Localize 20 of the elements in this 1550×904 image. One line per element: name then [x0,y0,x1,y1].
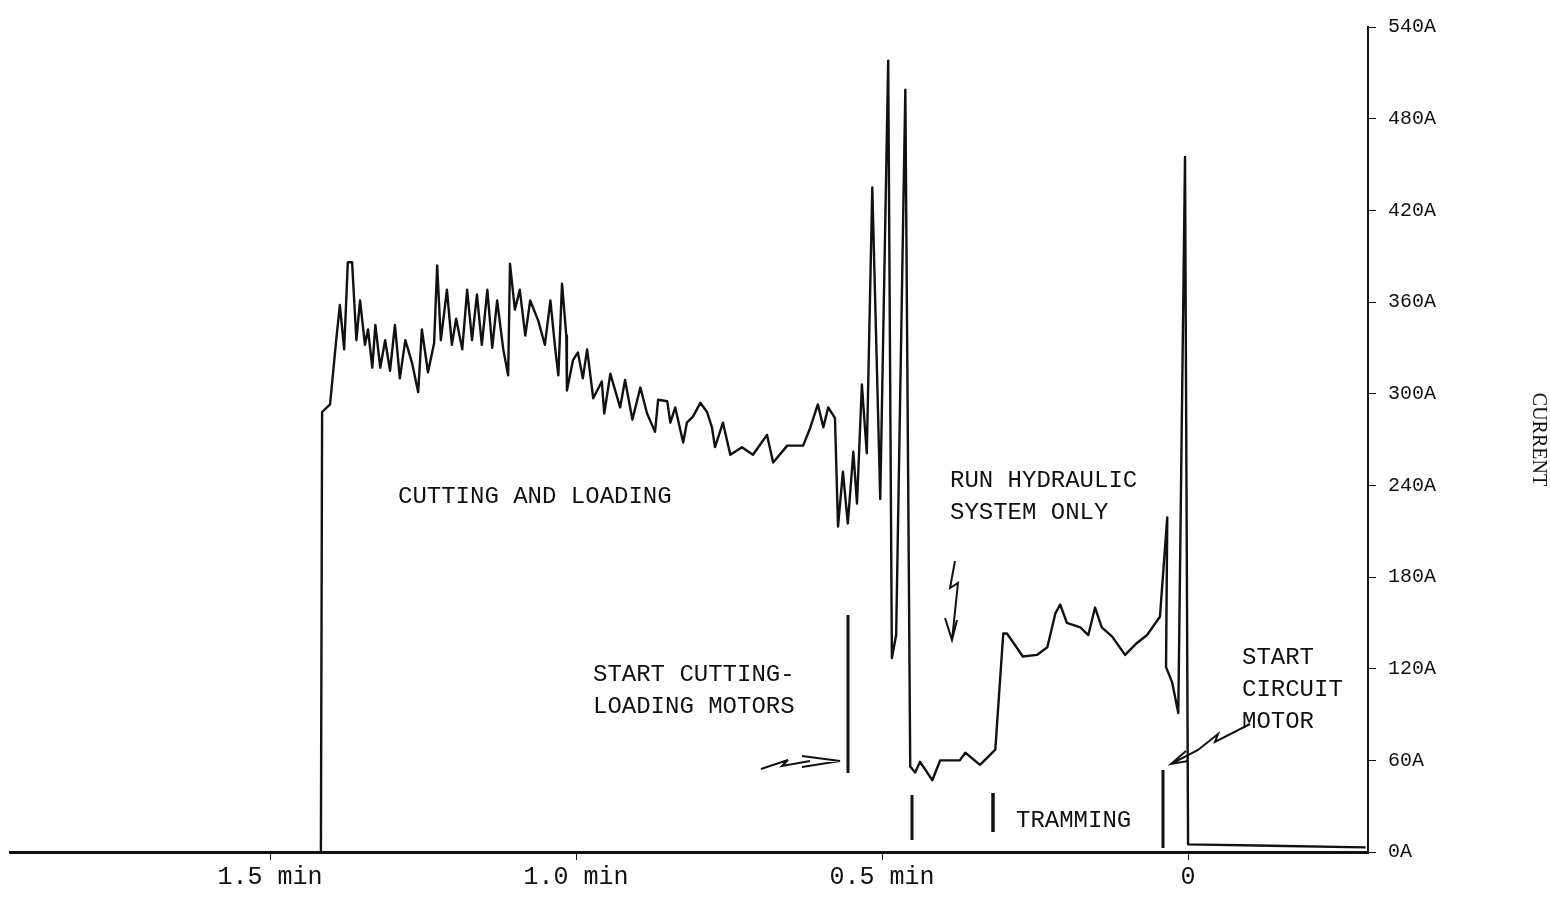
y-tick-label: 180A [1388,565,1437,589]
y-tick-label: 0A [1388,840,1413,864]
x-tick-label: 0 [1180,862,1196,892]
y-tick-label: 60A [1388,748,1425,772]
y-tick-label: 420A [1388,198,1437,222]
x-tick-label: 0.5 min [829,862,935,892]
x-tick-label: 1.5 min [217,862,323,892]
y-tick-label: 120A [1388,656,1437,680]
y-tick-label: 300A [1388,381,1437,405]
x-tick-label: 1.0 min [523,862,629,892]
y-axis-title: CURRENT [1528,392,1550,487]
y-tick-label: 540A [1388,15,1437,39]
y-tick-label: 240A [1388,473,1437,497]
y-tick-label: 480A [1388,106,1437,130]
annotation: TRAMMING [1016,807,1132,835]
annotation: CUTTING AND LOADING [398,483,672,511]
y-tick-label: 360A [1388,290,1437,314]
annotation: RUN HYDRAULIC SYSTEM ONLY [950,467,1138,527]
annotation: START CIRCUIT MOTOR [1242,644,1343,736]
annotation: START CUTTING- LOADING MOTORS [593,661,795,721]
